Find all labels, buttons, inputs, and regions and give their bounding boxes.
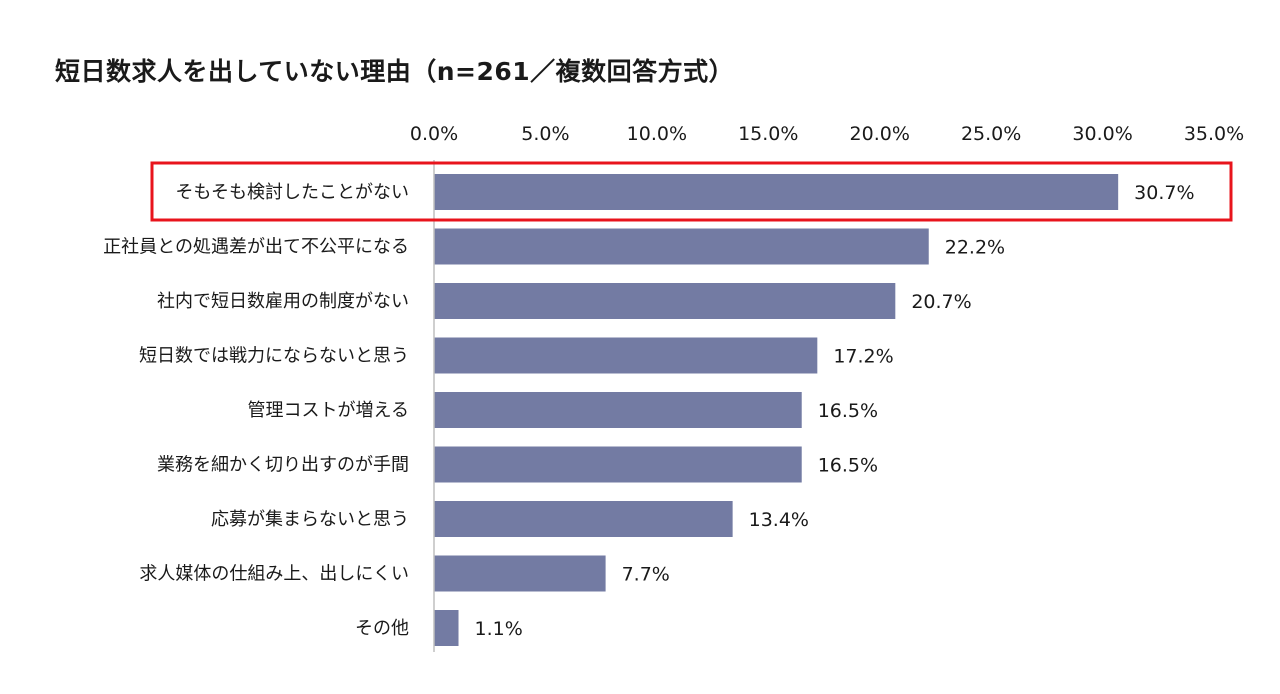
x-tick-label: 20.0% xyxy=(850,123,910,145)
category-labels: そもそも検討したことがない正社員との処遇差が出て不公平になる社内で短日数雇用の制… xyxy=(103,182,409,639)
category-label: その他 xyxy=(355,618,409,639)
category-label: 社内で短日数雇用の制度がない xyxy=(157,291,409,312)
value-labels: 30.7% 22.2% 20.7% 17.2% 16.5% 16.5% 13.4% 7.7% 1… xyxy=(475,182,1195,640)
bar xyxy=(434,337,818,374)
value-label: 16.5% xyxy=(818,400,878,422)
x-tick-label: 35.0% xyxy=(1184,123,1244,145)
bar xyxy=(434,283,896,319)
value-label: 16.5% xyxy=(818,455,878,477)
bar xyxy=(434,228,929,265)
bars xyxy=(434,174,1119,646)
category-label: そもそも検討したことがない xyxy=(175,182,409,203)
value-label: 1.1% xyxy=(475,618,523,640)
x-tick-label: 10.0% xyxy=(627,123,687,145)
bar xyxy=(434,174,1119,210)
value-label: 7.7% xyxy=(622,564,670,586)
value-label: 13.4% xyxy=(749,509,809,531)
x-axis-ticks: 0.0% 5.0% 10.0% 15.0% 20.0% 25.0% 30.0% 35.0% xyxy=(410,123,1244,145)
bar xyxy=(434,555,606,592)
chart-title: 短日数求人を出していない理由（n=261／複数回答方式） xyxy=(55,57,735,86)
x-tick-label: 0.0% xyxy=(410,123,458,145)
category-label: 応募が集まらないと思う xyxy=(211,509,409,530)
x-tick-label: 30.0% xyxy=(1072,123,1132,145)
x-tick-label: 5.0% xyxy=(521,123,569,145)
category-label: 管理コストが増える xyxy=(248,400,409,421)
x-tick-label: 15.0% xyxy=(738,123,798,145)
value-label: 20.7% xyxy=(911,291,971,313)
category-label: 求人媒体の仕組み上、出しにくい xyxy=(139,564,409,585)
category-label: 短日数では戦力にならないと思う xyxy=(139,346,409,367)
x-tick-label: 25.0% xyxy=(961,123,1021,145)
value-label: 22.2% xyxy=(945,237,1005,259)
category-label: 業務を細かく切り出すのが手間 xyxy=(157,455,409,476)
bar xyxy=(434,610,459,646)
bar xyxy=(434,446,802,483)
bar xyxy=(434,501,733,537)
value-label: 30.7% xyxy=(1134,182,1194,204)
bar xyxy=(434,392,802,428)
value-label: 17.2% xyxy=(833,346,893,368)
category-label: 正社員との処遇差が出て不公平になる xyxy=(103,237,409,258)
highlight-box xyxy=(150,161,1233,222)
